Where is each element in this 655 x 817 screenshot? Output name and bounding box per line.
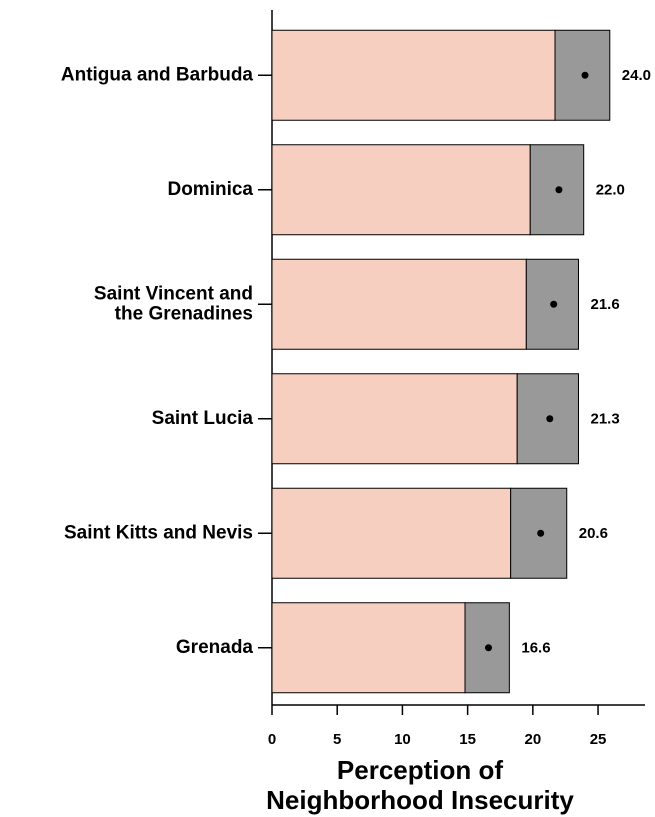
x-tick-label: 15 bbox=[459, 731, 476, 748]
point bbox=[546, 415, 554, 423]
value-label: 20.6 bbox=[579, 525, 608, 542]
bar bbox=[271, 144, 531, 236]
ci-box bbox=[554, 29, 611, 121]
bar bbox=[271, 373, 518, 465]
point bbox=[581, 71, 589, 79]
point bbox=[537, 529, 545, 537]
bar bbox=[271, 258, 527, 350]
bar bbox=[271, 29, 556, 121]
point bbox=[555, 186, 563, 194]
x-tick-label: 25 bbox=[590, 731, 607, 748]
y-tick-label: Saint Vincent and the Grenadines bbox=[94, 283, 253, 324]
point bbox=[550, 300, 558, 308]
y-tick-label: Saint Lucia bbox=[152, 408, 254, 429]
x-tick-label: 20 bbox=[524, 731, 541, 748]
point bbox=[484, 644, 492, 652]
y-tick-label: Dominica bbox=[167, 179, 253, 200]
x-axis-label: Perception of Neighborhood Insecurity bbox=[266, 755, 574, 815]
value-label: 24.0 bbox=[622, 67, 651, 84]
value-label: 16.6 bbox=[521, 640, 550, 657]
x-tick-label: 0 bbox=[268, 731, 276, 748]
bar bbox=[271, 602, 466, 694]
y-tick-label: Antigua and Barbuda bbox=[61, 64, 254, 85]
y-tick-label: Grenada bbox=[176, 637, 254, 658]
x-tick-label: 5 bbox=[333, 731, 341, 748]
x-tick-label: 10 bbox=[394, 731, 411, 748]
bar bbox=[271, 487, 512, 579]
value-label: 22.0 bbox=[596, 182, 625, 199]
ci-box bbox=[510, 487, 568, 579]
value-label: 21.3 bbox=[590, 411, 619, 428]
value-label: 21.6 bbox=[590, 296, 619, 313]
y-tick-label: Saint Kitts and Nevis bbox=[64, 522, 253, 543]
